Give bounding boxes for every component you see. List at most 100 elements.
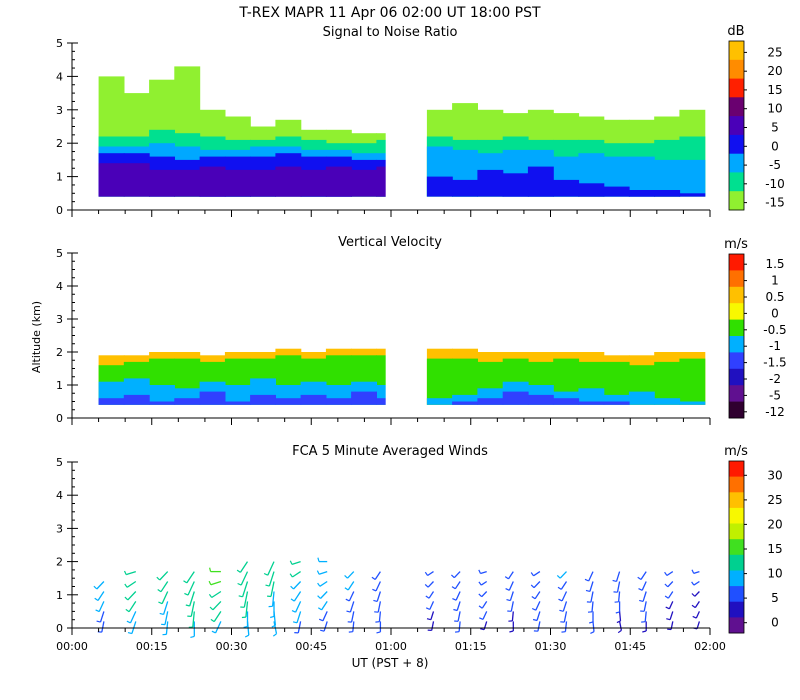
wind-barb-flag xyxy=(289,573,293,578)
wind-barb xyxy=(297,621,302,634)
colorbar-label: -5 xyxy=(769,388,781,402)
colorbar-swatch xyxy=(729,492,744,509)
wind-barb xyxy=(642,591,647,602)
colorbar-swatch xyxy=(729,461,744,477)
wind-barb xyxy=(240,571,249,586)
colorbar-swatch xyxy=(729,254,744,271)
wind-barb-flag xyxy=(344,587,349,591)
wind-barb-flag xyxy=(158,601,163,605)
wind-barb xyxy=(694,591,700,597)
colorbar-swatch xyxy=(729,78,744,98)
wind-barb-flag xyxy=(638,588,643,591)
wind-barb xyxy=(562,601,568,612)
wind-barb-flag xyxy=(243,625,248,629)
wind-barb xyxy=(507,571,514,580)
colorbar-label: 1.5 xyxy=(765,257,784,271)
wind-barb xyxy=(640,571,647,580)
heatmap-cell xyxy=(174,169,201,197)
heatmap-cell xyxy=(452,179,478,197)
colorbar-swatch xyxy=(729,476,744,493)
wind-barb xyxy=(321,601,328,611)
wind-barb xyxy=(428,591,435,599)
wind-barb-flag xyxy=(478,581,482,586)
colorbar-label: -2 xyxy=(769,372,781,386)
heatmap-cell xyxy=(502,173,529,197)
heatmap-cell xyxy=(325,398,352,405)
heatmap-cell xyxy=(426,398,453,405)
colorbar-label: 25 xyxy=(767,45,782,59)
wind-barb xyxy=(270,581,275,597)
wind-barb xyxy=(323,621,328,632)
heatmap-cell xyxy=(603,401,630,405)
wind-barb-flag xyxy=(509,630,514,633)
wind-barb-flag xyxy=(184,592,189,596)
wind-barb-flag xyxy=(289,560,293,565)
wind-barb xyxy=(267,561,275,576)
x-tick-label: 01:00 xyxy=(375,640,407,653)
y-tick-label: 4 xyxy=(56,280,63,293)
y-tick-label: 5 xyxy=(56,37,63,50)
x-tick-label: 02:00 xyxy=(694,640,726,653)
wind-barb-flag xyxy=(637,576,642,580)
wind-barb-flag xyxy=(236,569,241,573)
heatmap-cell xyxy=(250,394,276,405)
wind-barb xyxy=(378,611,382,622)
wind-barb-flag xyxy=(265,584,270,587)
y-tick-label: 1 xyxy=(56,379,63,392)
wind-barb xyxy=(667,591,674,599)
colorbar-label: 0 xyxy=(771,139,779,153)
wind-barb-flag xyxy=(157,589,162,593)
y-tick-label: 0 xyxy=(56,622,63,635)
y-tick-label: 2 xyxy=(56,346,63,359)
wind-barb-flag xyxy=(664,595,669,599)
colorbar-label: 5 xyxy=(771,591,779,605)
y-tick-label: 5 xyxy=(56,247,63,260)
wind-barb-flag xyxy=(263,572,269,576)
wind-barb-flag xyxy=(478,605,483,609)
wind-barb-flag xyxy=(556,574,561,579)
wind-barb-flag xyxy=(615,611,620,614)
wind-barb xyxy=(592,621,595,632)
heatmap-cell xyxy=(325,166,352,197)
wind-barb-flag xyxy=(209,606,214,611)
panel-title: FCA 5 Minute Averaged Winds xyxy=(292,444,488,459)
colorbar-swatch xyxy=(729,507,744,524)
wind-barb-flag xyxy=(639,599,644,602)
wind-barb-flag xyxy=(124,583,128,588)
wind-barb xyxy=(347,581,355,591)
wind-barb-flag xyxy=(93,585,98,590)
wind-barb-flag xyxy=(584,578,589,582)
colorbar-label: 0 xyxy=(771,306,779,320)
heatmap-cell xyxy=(654,190,681,197)
y-tick-label: 3 xyxy=(56,313,63,326)
wind-barb-flag xyxy=(664,571,668,576)
wind-barb-flag xyxy=(666,618,671,621)
wind-barb xyxy=(481,591,488,598)
colorbar-label: -15 xyxy=(765,196,785,210)
heatmap-cell xyxy=(452,401,478,405)
wind-barb-flag xyxy=(616,620,621,624)
heatmap-cell xyxy=(300,394,327,405)
y-tick-label: 1 xyxy=(56,589,63,602)
heatmap-cell xyxy=(679,193,706,197)
wind-barb-flag xyxy=(271,624,276,628)
wind-barb-flag xyxy=(451,586,456,590)
colorbar-label: 0 xyxy=(771,616,779,630)
wind-barb xyxy=(535,601,541,611)
wind-barb xyxy=(129,611,137,624)
figure-ylabel: Altitude (km) xyxy=(30,301,43,373)
wind-barb xyxy=(458,621,461,632)
wind-barb xyxy=(245,601,249,618)
wind-barb xyxy=(427,571,434,577)
colorbar-unit: m/s xyxy=(724,444,748,459)
heatmap-cell xyxy=(502,391,529,405)
x-tick-label: 01:30 xyxy=(535,640,567,653)
wind-barb xyxy=(482,611,488,620)
wind-barb xyxy=(589,581,594,592)
wind-barb xyxy=(618,621,623,631)
wind-barb-flag xyxy=(270,615,275,619)
colorbar-label: 25 xyxy=(767,493,782,507)
wind-barb xyxy=(375,581,381,592)
wind-barb xyxy=(319,580,328,587)
